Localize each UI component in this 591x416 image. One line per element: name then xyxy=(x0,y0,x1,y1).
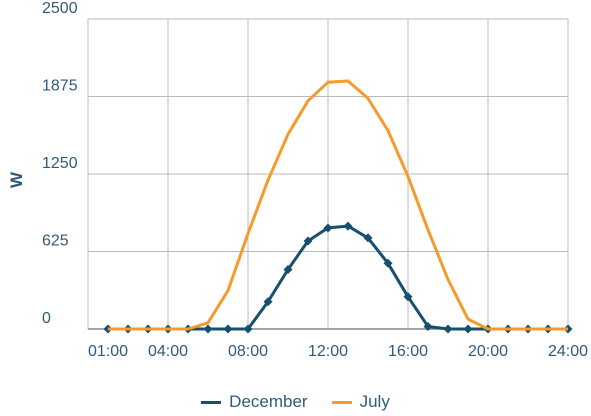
x-tick-labels: 01:00 04:00 08:00 12:00 16:00 20:00 24:00 xyxy=(88,343,588,360)
legend: December July xyxy=(0,390,591,414)
data-point-december xyxy=(263,297,273,307)
y-tick-label: 2500 xyxy=(42,0,78,17)
y-tick-label: 625 xyxy=(42,233,69,250)
x-tick-label: 20:00 xyxy=(468,343,508,360)
x-tick-label: 04:00 xyxy=(148,343,188,360)
data-point-december xyxy=(203,324,213,334)
data-point-december xyxy=(403,292,413,302)
grid-lines xyxy=(87,18,569,329)
y-tick-labels: 0 625 1250 1875 2500 xyxy=(42,0,78,327)
data-point-december xyxy=(443,324,453,334)
legend-label-december: December xyxy=(229,392,308,411)
legend-item-december[interactable]: December xyxy=(201,392,308,412)
line-chart: 0 625 1250 1875 2500 01:00 04:00 08:00 12:00 16:… xyxy=(7,0,588,360)
legend-label-july: July xyxy=(359,392,390,411)
legend-swatch-december xyxy=(201,400,222,404)
x-tick-label: 12:00 xyxy=(308,343,348,360)
data-point-december xyxy=(383,258,393,268)
data-point-december xyxy=(283,264,293,274)
data-point-december xyxy=(323,223,333,233)
y-axis-label: W xyxy=(7,171,26,188)
series-layer xyxy=(103,79,573,334)
data-point-december xyxy=(223,324,233,334)
x-tick-label: 08:00 xyxy=(228,343,268,360)
data-point-december xyxy=(463,324,473,334)
data-point-december xyxy=(243,324,253,334)
y-tick-label: 1875 xyxy=(42,78,78,95)
data-point-december xyxy=(303,236,313,246)
legend-swatch-july xyxy=(331,400,352,404)
y-tick-label: 0 xyxy=(42,310,51,327)
x-tick-label: 16:00 xyxy=(388,343,428,360)
series-line-december xyxy=(108,224,568,331)
y-tick-label: 1250 xyxy=(42,155,78,172)
x-tick-label: 24:00 xyxy=(548,343,588,360)
legend-item-july[interactable]: July xyxy=(331,392,390,412)
data-point-december xyxy=(423,322,433,332)
data-point-december xyxy=(343,221,353,231)
x-tick-label: 01:00 xyxy=(88,343,128,360)
series-line-july xyxy=(108,79,568,331)
data-point-december xyxy=(363,233,373,243)
